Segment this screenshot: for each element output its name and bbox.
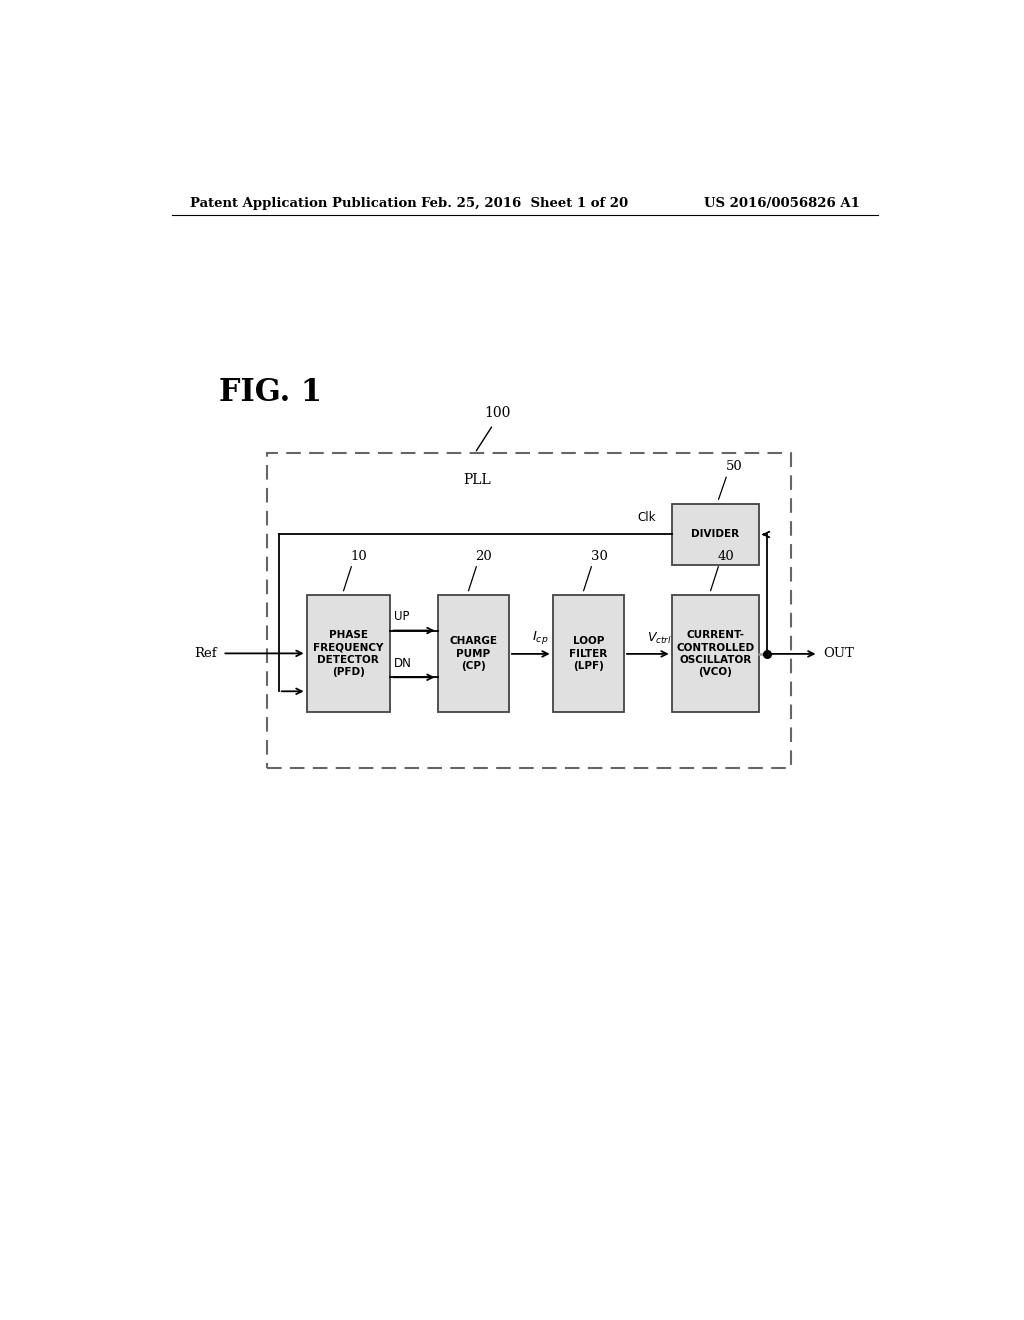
Text: US 2016/0056826 A1: US 2016/0056826 A1	[703, 197, 860, 210]
Text: LOOP
FILTER
(LPF): LOOP FILTER (LPF)	[569, 636, 607, 672]
Text: Patent Application Publication: Patent Application Publication	[189, 197, 417, 210]
Text: 30: 30	[591, 550, 607, 562]
Bar	[672, 595, 759, 713]
Text: 20: 20	[475, 550, 493, 562]
Bar	[437, 595, 509, 713]
Text: $V_{ctrl}$: $V_{ctrl}$	[647, 631, 672, 645]
Text: PLL: PLL	[463, 474, 492, 487]
Text: 50: 50	[726, 461, 742, 474]
Text: 100: 100	[483, 405, 510, 420]
Text: Feb. 25, 2016  Sheet 1 of 20: Feb. 25, 2016 Sheet 1 of 20	[421, 197, 629, 210]
Text: CURRENT-
CONTROLLED
OSCILLATOR
(VCO): CURRENT- CONTROLLED OSCILLATOR (VCO)	[676, 630, 755, 677]
Bar	[306, 595, 390, 713]
Text: DIVIDER: DIVIDER	[691, 529, 739, 540]
Bar	[553, 595, 624, 713]
Bar	[672, 504, 759, 565]
Text: $I_{cp}$: $I_{cp}$	[531, 628, 548, 645]
Text: OUT: OUT	[823, 647, 854, 660]
Text: 40: 40	[718, 550, 734, 562]
Text: CHARGE
PUMP
(CP): CHARGE PUMP (CP)	[450, 636, 498, 672]
Text: UP: UP	[394, 610, 410, 623]
Bar	[267, 453, 791, 768]
Text: 10: 10	[350, 550, 368, 562]
Text: Clk: Clk	[637, 511, 655, 524]
Text: FIG. 1: FIG. 1	[219, 376, 323, 408]
Text: Ref: Ref	[195, 647, 217, 660]
Text: DN: DN	[394, 657, 412, 671]
Text: PHASE
FREQUENCY
DETECTOR
(PFD): PHASE FREQUENCY DETECTOR (PFD)	[313, 630, 383, 677]
